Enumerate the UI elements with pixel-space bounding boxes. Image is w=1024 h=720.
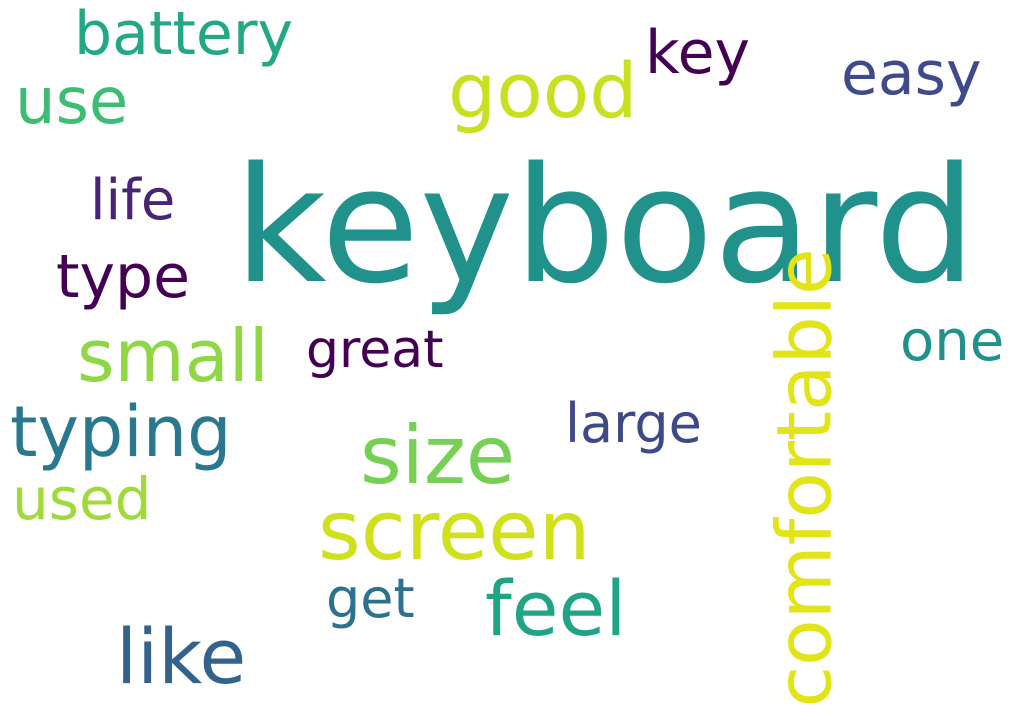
word-key: key [645,18,751,88]
word-easy: easy [841,39,982,109]
word-comfortable: comfortable [759,248,849,708]
word-typing: typing [10,391,232,473]
word-feel: feel [485,564,627,653]
word-used: used [12,465,152,533]
word-type: type [56,242,191,312]
word-keyboard: keyboard [234,132,977,319]
word-screen: screen [318,484,591,579]
word-one: one [900,309,1005,374]
word-use: use [15,65,129,139]
word-battery: battery [74,0,293,69]
word-get: get [326,567,415,630]
word-life: life [90,168,176,233]
word-large: large [565,392,702,455]
word-great: great [306,320,444,380]
word-like: like [116,612,247,701]
word-small: small [77,314,269,398]
word-size: size [360,409,516,502]
word-good: good [448,46,638,135]
